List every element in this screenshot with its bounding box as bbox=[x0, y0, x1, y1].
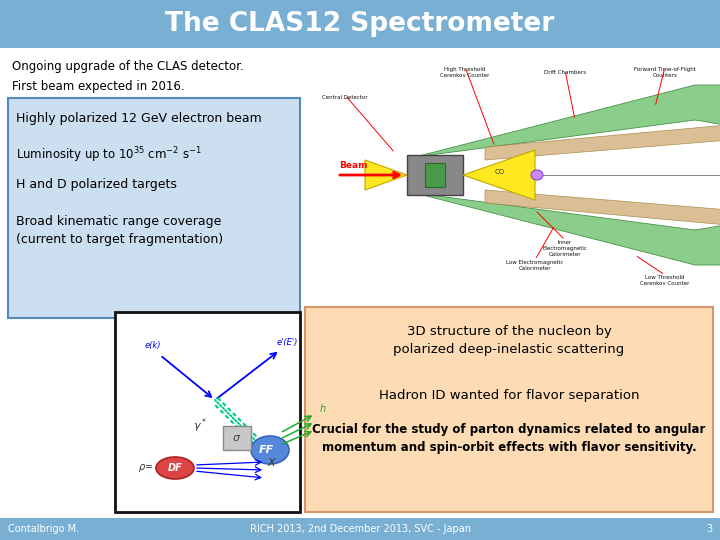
Bar bbox=[0, 0, 720, 48]
Bar bbox=[302, 48, 717, 310]
Polygon shape bbox=[365, 160, 407, 190]
Polygon shape bbox=[485, 117, 720, 160]
Text: H and D polarized targets: H and D polarized targets bbox=[16, 178, 177, 191]
Polygon shape bbox=[415, 85, 720, 157]
FancyBboxPatch shape bbox=[305, 307, 713, 512]
Text: $\sigma$: $\sigma$ bbox=[233, 433, 242, 443]
Text: e(k): e(k) bbox=[145, 341, 161, 350]
Text: Contalbrigo M.: Contalbrigo M. bbox=[8, 524, 79, 534]
FancyBboxPatch shape bbox=[223, 426, 251, 450]
Text: 3D structure of the nucleon by
polarized deep-inelastic scattering: 3D structure of the nucleon by polarized… bbox=[393, 325, 625, 356]
Polygon shape bbox=[415, 193, 720, 265]
Bar bbox=[0, 518, 720, 540]
Text: Central Detector: Central Detector bbox=[322, 95, 368, 100]
Text: 3: 3 bbox=[706, 524, 712, 534]
Text: Drift Chambers: Drift Chambers bbox=[544, 70, 586, 75]
Text: Low Threshold
Cerenkov Counter: Low Threshold Cerenkov Counter bbox=[640, 275, 690, 286]
Text: $\rho$=: $\rho$= bbox=[138, 462, 153, 474]
Text: Forward Time-of-Flight
Counters: Forward Time-of-Flight Counters bbox=[634, 67, 696, 78]
Ellipse shape bbox=[251, 436, 289, 464]
Text: FF: FF bbox=[258, 445, 274, 455]
FancyBboxPatch shape bbox=[407, 155, 463, 195]
Text: Hadron ID wanted for flavor separation: Hadron ID wanted for flavor separation bbox=[379, 389, 639, 402]
FancyBboxPatch shape bbox=[8, 98, 300, 318]
Ellipse shape bbox=[156, 457, 194, 479]
Text: DF: DF bbox=[168, 463, 182, 473]
Text: Luminosity up to 10$^{35}$ cm$^{-2}$ s$^{-1}$: Luminosity up to 10$^{35}$ cm$^{-2}$ s$^… bbox=[16, 145, 202, 165]
Text: RICH 2013, 2nd December 2013, SVC - Japan: RICH 2013, 2nd December 2013, SVC - Japa… bbox=[250, 524, 470, 534]
Text: Low Electromagnetic
Calorimeter: Low Electromagnetic Calorimeter bbox=[506, 260, 564, 271]
Text: Ongoing upgrade of the CLAS detector.
First beam expected in 2016.: Ongoing upgrade of the CLAS detector. Fi… bbox=[12, 60, 244, 93]
Text: e'(E'): e'(E') bbox=[277, 338, 298, 347]
Text: Highly polarized 12 GeV electron beam: Highly polarized 12 GeV electron beam bbox=[16, 112, 262, 125]
Text: X: X bbox=[267, 458, 274, 468]
Text: h: h bbox=[320, 404, 326, 414]
Polygon shape bbox=[485, 190, 720, 233]
Text: High Threshold
Cerenkov Counter: High Threshold Cerenkov Counter bbox=[441, 67, 490, 78]
Polygon shape bbox=[463, 150, 535, 200]
Text: Beam: Beam bbox=[339, 161, 367, 170]
Text: The CLAS12 Spectrometer: The CLAS12 Spectrometer bbox=[166, 11, 554, 37]
Bar bbox=[425, 163, 445, 187]
Text: Crucial for the study of parton dynamics related to angular
momentum and spin-or: Crucial for the study of parton dynamics… bbox=[312, 423, 706, 454]
Text: Broad kinematic range coverage
(current to target fragmentation): Broad kinematic range coverage (current … bbox=[16, 215, 223, 246]
Text: $\gamma^*$: $\gamma^*$ bbox=[193, 417, 207, 435]
FancyBboxPatch shape bbox=[115, 312, 300, 512]
Ellipse shape bbox=[531, 170, 543, 180]
Text: CO: CO bbox=[495, 169, 505, 175]
Text: Inner
Electromagnetic
Calorimeter: Inner Electromagnetic Calorimeter bbox=[543, 240, 588, 256]
